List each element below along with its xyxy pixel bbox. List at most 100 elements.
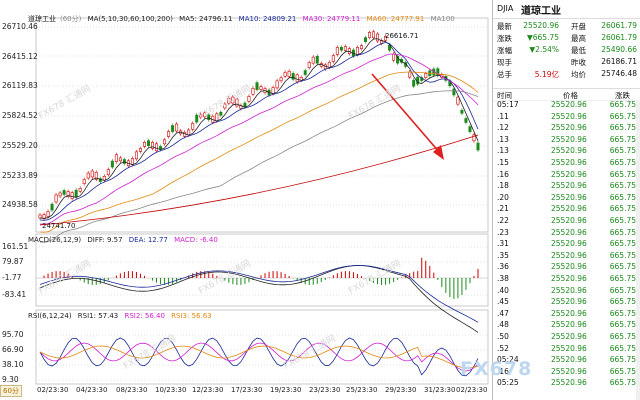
tick-change: 665.75: [609, 366, 636, 376]
candle-body: [74, 189, 78, 198]
ma-legend-3: MA30: 24779.11: [302, 15, 361, 23]
tick-row: 05:17 25520.96 665.75: [493, 100, 640, 111]
tick-time: .36: [497, 262, 509, 272]
tick-price: 25520.96: [551, 250, 587, 260]
candle-body: [468, 126, 472, 132]
candle-body: [247, 96, 251, 102]
quote-key: 最高: [571, 34, 586, 43]
tick-price: 25520.96: [551, 285, 587, 295]
x-label-10: 31/23:30: [424, 386, 456, 394]
tick-change: 665.75: [609, 134, 636, 144]
tick-row: .36 25520.96 665.75: [493, 262, 640, 273]
rsi-legend-0: RSI(6,12,24): [28, 312, 72, 320]
tick-change: 665.75: [609, 216, 636, 225]
rsi-line-2: [39, 342, 479, 372]
tick-change: 665.75: [609, 250, 636, 260]
tick-change: 665.75: [609, 111, 636, 121]
quote-header: DJIA 道琼工业: [493, 0, 640, 19]
tick-time: .38: [497, 274, 509, 283]
quote-key: 现手: [497, 58, 512, 67]
tick-price: 25520.96: [551, 332, 587, 341]
candle-body: [424, 73, 428, 78]
candle-body: [46, 211, 50, 217]
tick-time: .20: [497, 192, 509, 202]
ma60-line: [39, 71, 479, 233]
candle-body: [303, 70, 307, 75]
tick-time: .13: [497, 146, 509, 156]
tick-row: .50 25520.96 665.75: [493, 332, 640, 343]
candle-body: [78, 187, 82, 192]
ma30-line: [39, 53, 479, 225]
tick-row: .13 25520.96 665.75: [493, 146, 640, 157]
quote-value: 25520.96: [523, 21, 559, 30]
ma5-line: [39, 38, 479, 219]
candle-body: [452, 88, 456, 96]
macd-tick-3: -83.41: [2, 290, 27, 299]
macd-tick-2: -1.77: [2, 273, 22, 282]
price-tick-1: 26415.12: [2, 52, 38, 61]
candle-body: [359, 45, 363, 49]
tick-price: 25520.96: [551, 204, 587, 214]
candle-body: [130, 158, 134, 165]
candle-body: [82, 179, 86, 184]
rsi-tick-2: 38.10: [2, 360, 24, 369]
candle-body: [396, 55, 400, 64]
macd-panel-frame: [35, 233, 489, 307]
tick-change: 665.75: [609, 158, 636, 167]
tick-time: 05:25: [497, 378, 519, 388]
candle-body: [50, 203, 54, 211]
x-label-7: 23/23:30: [309, 386, 341, 394]
candle-body: [339, 46, 343, 51]
candle-body: [311, 56, 315, 64]
rsi-tick-3: 9.30: [2, 375, 19, 384]
x-label-6: 19/23:30: [270, 386, 302, 394]
symbol-name: 道琼工业: [521, 6, 561, 17]
ma-legend-0: MA(5,10,30,60,100,200): [87, 15, 173, 23]
tick-row: .12 25520.96 665.75: [493, 123, 640, 134]
price-tick-5: 25233.89: [2, 171, 38, 180]
tick-time: .16: [497, 366, 509, 376]
ma200-line: [39, 134, 479, 226]
candle-body: [215, 113, 219, 122]
candle-body: [118, 157, 122, 162]
rsi-legend-1: RSI1: 57.43: [77, 312, 119, 320]
quote-key: 总手: [497, 70, 512, 79]
candle-body: [464, 118, 468, 123]
candle-body: [372, 31, 376, 39]
tick-price: 25520.96: [551, 239, 587, 249]
tick-time: .48: [497, 320, 509, 330]
candle-body: [90, 170, 94, 178]
tick-scrollbar[interactable]: [636, 100, 640, 400]
ma100-line: [39, 90, 479, 243]
tick-time: .52: [497, 343, 509, 353]
tick-change: 665.75: [609, 192, 636, 202]
ma10-line: [39, 41, 479, 221]
candle-body: [151, 142, 155, 149]
kline-chart-area[interactable]: 道琼工业 (60分) MA(5,10,30,60,100,200) MA5: 24…: [0, 0, 492, 400]
candle-body: [476, 142, 480, 151]
candle-body: [110, 160, 114, 168]
tick-row: .22 25520.96 665.75: [493, 216, 640, 227]
kline-chart-canvas[interactable]: [0, 0, 492, 400]
candle-body: [275, 80, 279, 89]
tick-price: 25520.96: [551, 366, 587, 376]
peak-price-label: 26616.71: [385, 32, 419, 40]
quote-value: 26061.79: [601, 33, 637, 42]
tick-row: .16 25520.96 665.75: [493, 170, 640, 181]
tick-row: 05:24 25520.96 665.75: [493, 355, 640, 366]
tick-row: .11 25520.96 665.75: [493, 112, 640, 123]
tick-row: .20 25520.96 665.75: [493, 193, 640, 204]
quote-value: 5.19亿: [534, 70, 559, 79]
x-label-2: 08/23:30: [116, 386, 148, 394]
tick-change: 665.75: [609, 169, 636, 179]
tick-header-change: 涨跌: [615, 91, 630, 100]
candle-body: [456, 96, 460, 105]
price-title: 道琼工业: [28, 15, 56, 23]
period-selector[interactable]: 60分: [0, 385, 22, 397]
tick-row: .23 25520.96 665.75: [493, 228, 640, 239]
macd-legend-3: MACD: -6.40: [174, 236, 218, 244]
candle-body: [384, 35, 388, 41]
price-legend: 道琼工业 (60分) MA(5,10,30,60,100,200) MA5: 24…: [28, 14, 459, 24]
candle-body: [231, 96, 235, 104]
tick-change: 665.75: [609, 332, 636, 341]
